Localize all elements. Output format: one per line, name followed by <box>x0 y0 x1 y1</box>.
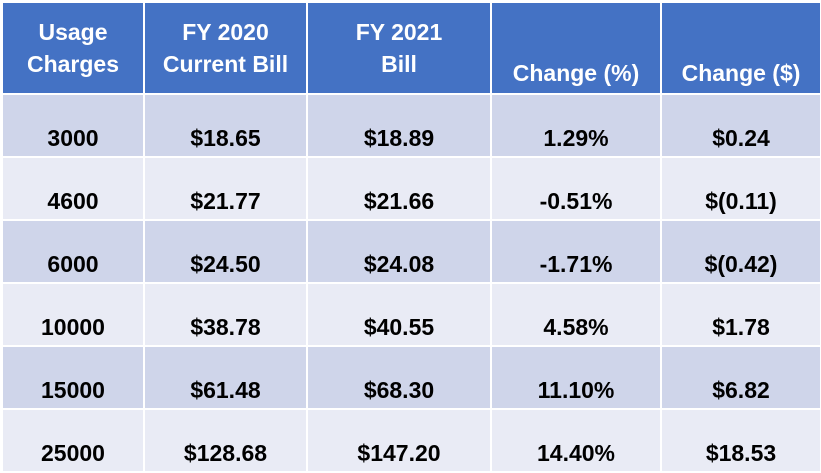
table-row: 4600 $21.77 $21.66 -0.51% $(0.11) <box>1 156 821 221</box>
header-change-percent: Change (%) <box>490 1 662 95</box>
change-percent-cell: 14.40% <box>490 408 662 473</box>
fy2021-cell: $40.55 <box>306 282 492 347</box>
fy2021-cell: $68.30 <box>306 345 492 410</box>
change-dollar-cell: $0.24 <box>660 93 821 158</box>
header-usage-charges: Usage Charges <box>1 1 145 95</box>
usage-cell: 25000 <box>1 408 145 473</box>
table-row: 10000 $38.78 $40.55 4.58% $1.78 <box>1 282 821 347</box>
change-dollar-cell: $(0.11) <box>660 156 821 221</box>
change-percent-cell: 1.29% <box>490 93 662 158</box>
change-percent-cell: -1.71% <box>490 219 662 284</box>
header-fy2020-current-bill: FY 2020 Current Bill <box>143 1 308 95</box>
change-percent-cell: -0.51% <box>490 156 662 221</box>
change-percent-cell: 11.10% <box>490 345 662 410</box>
table-row: 25000 $128.68 $147.20 14.40% $18.53 <box>1 408 821 473</box>
header-change-percent-label: Change (%) <box>512 60 640 86</box>
fy2020-cell: $61.48 <box>143 345 308 410</box>
fy2020-cell: $18.65 <box>143 93 308 158</box>
fy2020-cell: $24.50 <box>143 219 308 284</box>
change-dollar-cell: $1.78 <box>660 282 821 347</box>
header-fy2021-bill: FY 2021 Bill <box>306 1 492 95</box>
header-row: Usage Charges FY 2020 Current Bill FY 20… <box>1 1 821 95</box>
table-row: 15000 $61.48 $68.30 11.10% $6.82 <box>1 345 821 410</box>
header-change-dollar: Change ($) <box>660 1 821 95</box>
header-fy2020-line1: FY 2020 <box>182 19 269 45</box>
fy2020-cell: $21.77 <box>143 156 308 221</box>
header-fy2020-line2: Current Bill <box>162 51 289 77</box>
fy2021-cell: $147.20 <box>306 408 492 473</box>
usage-cell: 10000 <box>1 282 145 347</box>
usage-cell: 15000 <box>1 345 145 410</box>
usage-cell: 6000 <box>1 219 145 284</box>
fy2021-cell: $18.89 <box>306 93 492 158</box>
header-usage-line1: Usage <box>38 19 108 45</box>
header-fy2021-line2: Bill <box>381 51 417 77</box>
header-usage-line2: Charges <box>26 51 120 77</box>
table-row: 3000 $18.65 $18.89 1.29% $0.24 <box>1 93 821 158</box>
table-row: 6000 $24.50 $24.08 -1.71% $(0.42) <box>1 219 821 284</box>
fy2020-cell: $128.68 <box>143 408 308 473</box>
change-dollar-cell: $18.53 <box>660 408 821 473</box>
header-fy2021-line1: FY 2021 <box>355 19 443 45</box>
fy2020-cell: $38.78 <box>143 282 308 347</box>
fy2021-cell: $21.66 <box>306 156 492 221</box>
change-percent-cell: 4.58% <box>490 282 662 347</box>
usage-cell: 3000 <box>1 93 145 158</box>
fy2021-cell: $24.08 <box>306 219 492 284</box>
usage-cell: 4600 <box>1 156 145 221</box>
change-dollar-cell: $6.82 <box>660 345 821 410</box>
header-change-dollar-label: Change ($) <box>681 60 801 86</box>
change-dollar-cell: $(0.42) <box>660 219 821 284</box>
